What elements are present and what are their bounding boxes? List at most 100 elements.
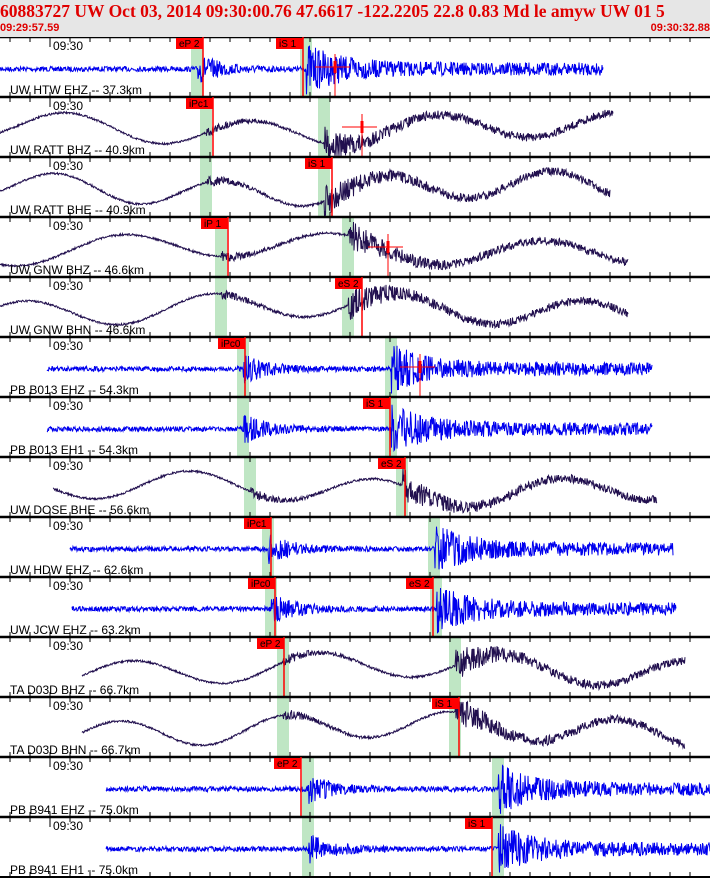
time-label: 09:30 <box>53 819 83 833</box>
phase-pick-flag[interactable] <box>363 398 390 409</box>
phase-pick-flag[interactable] <box>378 458 405 469</box>
pick-window <box>215 277 227 337</box>
time-label: 09:30 <box>53 339 83 353</box>
waveform-trace <box>81 700 686 750</box>
phase-pick-flag[interactable] <box>248 578 275 589</box>
event-title: 60883727 UW Oct 03, 2014 09:30:00.76 47.… <box>0 1 665 21</box>
phase-pick-label: iS 1 <box>308 159 326 170</box>
pick-window <box>244 457 256 517</box>
phase-pick-flag[interactable] <box>465 818 492 829</box>
phase-pick-flag[interactable] <box>176 38 203 49</box>
waveform-trace <box>46 404 653 453</box>
trace-panel[interactable]: 09:30 iS 1 TA D03D BHN -- 66.7km <box>0 695 710 757</box>
trace-panel[interactable]: 09:30 iPc0 eS 2 UW JCW EHZ -- 63.2km <box>0 575 710 637</box>
end-time: 09:30:32.88 <box>650 22 710 34</box>
waveform-trace <box>0 167 611 217</box>
waveform-trace <box>0 45 604 95</box>
waveform-trace <box>105 764 710 814</box>
trace-panel[interactable]: 09:30 iP 1 UW GNW BHZ -- 46.6km <box>0 215 710 277</box>
pick-window <box>302 817 314 877</box>
time-label: 09:30 <box>53 519 83 533</box>
station-label: PB B013 EH1 -- 54.3km <box>10 443 138 457</box>
trace-panel[interactable]: 09:30 iS 1 PB B013 EH1 -- 54.3km <box>0 395 710 457</box>
trace-panel[interactable]: 09:30 eP 2 iS 1 UW HTW EHZ -- 37.3km <box>0 37 710 97</box>
trace-panel[interactable]: 09:30 iPc0 PB B013 EHZ -- 54.3km <box>0 335 710 397</box>
phase-pick-label: eS 2 <box>381 459 402 470</box>
phase-pick-label: iS 1 <box>366 399 384 410</box>
time-label: 09:30 <box>53 99 83 113</box>
time-label: 09:30 <box>53 399 83 413</box>
time-label: 09:30 <box>53 699 83 713</box>
pick-window <box>237 397 249 457</box>
amplitude-marker <box>360 121 364 133</box>
trace-panel[interactable]: 09:30 eS 2 UW DOSE BHE -- 56.6km <box>0 455 710 517</box>
phase-pick-flag[interactable] <box>276 38 303 49</box>
pick-window <box>342 217 354 277</box>
waveform-panels[interactable]: 09:30 eP 2 iS 1 UW HTW EHZ -- 37.3km 09:30 iP… <box>0 37 710 878</box>
pick-window <box>277 697 289 757</box>
pick-window <box>200 157 212 217</box>
waveform-trace <box>0 109 614 157</box>
station-label: PB B941 EHZ -- 75.0km <box>10 803 139 817</box>
trace-panel[interactable]: 09:30 eP 2 TA D03D BHZ -- 66.7km <box>0 635 710 697</box>
time-label: 09:30 <box>53 759 83 773</box>
amplitude-marker <box>333 61 337 73</box>
phase-pick-label: eP 2 <box>277 759 298 770</box>
station-label: UW DOSE BHE -- 56.6km <box>10 503 149 517</box>
trace-panel[interactable]: 09:30 iPc1 UW RATT BHZ -- 40.9km <box>0 95 710 157</box>
waveform-trace <box>69 526 674 570</box>
station-label: UW GNW BHZ -- 46.6km <box>10 263 144 277</box>
phase-pick-flag[interactable] <box>432 698 459 709</box>
phase-pick-flag[interactable] <box>244 518 271 529</box>
start-time: 09:29:57.59 <box>0 22 60 34</box>
phase-pick-flag[interactable] <box>186 98 213 109</box>
time-label: 09:30 <box>53 459 83 473</box>
station-label: PB B013 EHZ -- 54.3km <box>10 383 139 397</box>
phase-pick-label: iPc0 <box>251 579 271 590</box>
station-label: UW RATT BHZ -- 40.9km <box>10 143 145 157</box>
phase-pick-label: iP 1 <box>204 219 221 230</box>
phase-pick-label: iPc1 <box>189 99 209 110</box>
station-label: PB B941 EH1 -- 75.0km <box>10 863 138 877</box>
pick-window <box>342 277 354 337</box>
trace-panel[interactable]: 09:30 eP 2 PB B941 EHZ -- 75.0km <box>0 755 710 817</box>
phase-pick-label: eS 2 <box>338 279 359 290</box>
station-label: UW RATT BHE -- 40.9km <box>10 203 146 217</box>
phase-pick-flag[interactable] <box>201 218 228 229</box>
trace-panel[interactable]: 09:30 eS 2 UW GNW BHN -- 46.6km <box>0 275 710 337</box>
trace-panel[interactable]: 09:30 iPc1 UW HDW EHZ -- 62.6km <box>0 515 710 577</box>
phase-pick-label: iPc1 <box>247 519 267 530</box>
pick-window <box>215 217 227 277</box>
time-label: 09:30 <box>53 159 83 173</box>
station-label: TA D03D BHZ -- 66.7km <box>10 683 139 697</box>
phase-pick-flag[interactable] <box>218 338 245 349</box>
station-label: TA D03D BHN -- 66.7km <box>10 743 140 757</box>
trace-panel[interactable]: 09:30 iS 1 PB B941 EH1 -- 75.0km <box>0 815 710 877</box>
amplitude-marker <box>418 361 422 373</box>
phase-pick-flag[interactable] <box>335 278 362 289</box>
station-label: UW GNW BHN -- 46.6km <box>10 323 145 337</box>
time-label: 09:30 <box>53 279 83 293</box>
waveform-trace <box>81 646 686 692</box>
phase-pick-flag[interactable] <box>257 638 284 649</box>
phase-pick-label: eP 2 <box>260 639 281 650</box>
phase-pick-label: eP 2 <box>179 39 200 50</box>
phase-pick-label: iS 1 <box>279 39 297 50</box>
waveform-trace <box>105 824 710 873</box>
phase-pick-flag[interactable] <box>305 158 332 169</box>
phase-pick-label: eS 2 <box>409 579 430 590</box>
amplitude-marker <box>386 241 390 253</box>
waveform-trace <box>52 468 658 514</box>
waveform-trace <box>71 587 677 634</box>
phase-pick-label: iPc0 <box>221 339 241 350</box>
phase-pick-label: iS 1 <box>468 819 486 830</box>
pick-window <box>200 97 212 157</box>
pick-window <box>277 637 289 697</box>
trace-panel[interactable]: 09:30 iS 1 UW RATT BHE -- 40.9km <box>0 155 710 217</box>
time-label: 09:30 <box>53 639 83 653</box>
time-label: 09:30 <box>53 39 83 53</box>
phase-pick-flag[interactable] <box>406 578 433 589</box>
phase-pick-flag[interactable] <box>274 758 301 769</box>
station-label: UW HTW EHZ -- 37.3km <box>10 83 142 97</box>
